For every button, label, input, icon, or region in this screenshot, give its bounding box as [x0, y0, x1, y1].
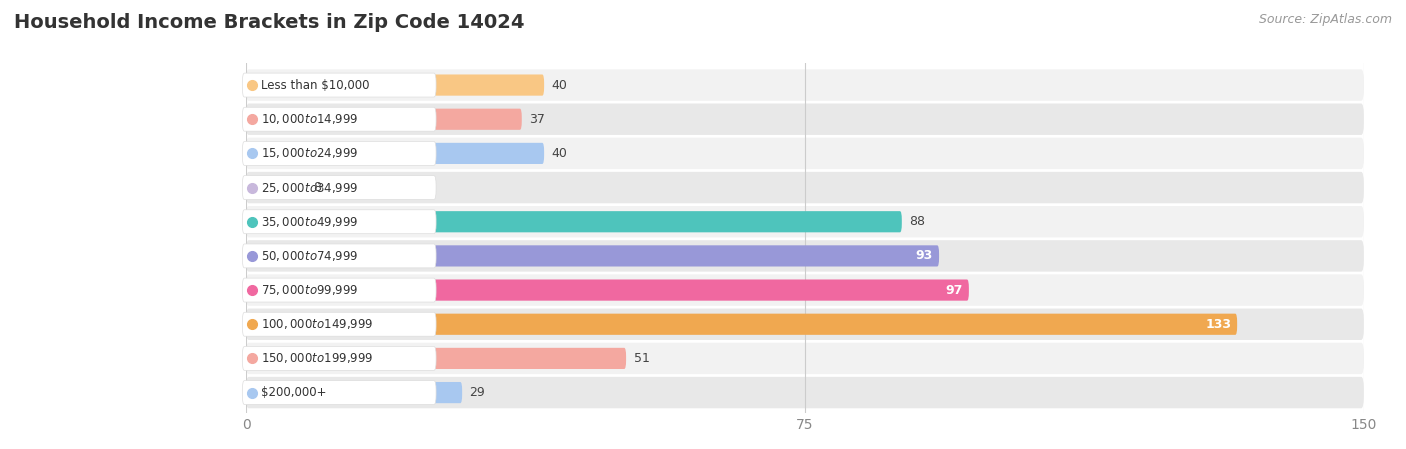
FancyBboxPatch shape: [246, 343, 1364, 374]
FancyBboxPatch shape: [246, 279, 969, 301]
FancyBboxPatch shape: [242, 107, 436, 131]
Text: Source: ZipAtlas.com: Source: ZipAtlas.com: [1258, 13, 1392, 26]
Text: 29: 29: [470, 386, 485, 399]
FancyBboxPatch shape: [246, 69, 1364, 101]
FancyBboxPatch shape: [246, 75, 544, 96]
Text: 40: 40: [551, 79, 568, 92]
Text: $15,000 to $24,999: $15,000 to $24,999: [262, 146, 359, 160]
Text: 37: 37: [529, 113, 546, 126]
FancyBboxPatch shape: [242, 210, 436, 233]
FancyBboxPatch shape: [246, 274, 1364, 306]
Text: 133: 133: [1205, 318, 1232, 331]
Text: $25,000 to $34,999: $25,000 to $34,999: [262, 180, 359, 194]
Text: $200,000+: $200,000+: [262, 386, 326, 399]
Text: Less than $10,000: Less than $10,000: [262, 79, 370, 92]
FancyBboxPatch shape: [246, 206, 1364, 238]
FancyBboxPatch shape: [246, 177, 305, 198]
FancyBboxPatch shape: [246, 138, 1364, 169]
Text: 51: 51: [634, 352, 650, 365]
FancyBboxPatch shape: [246, 143, 544, 164]
Text: 8: 8: [314, 181, 321, 194]
FancyBboxPatch shape: [246, 382, 463, 403]
FancyBboxPatch shape: [242, 347, 436, 370]
FancyBboxPatch shape: [242, 278, 436, 302]
FancyBboxPatch shape: [246, 245, 939, 267]
Text: Household Income Brackets in Zip Code 14024: Household Income Brackets in Zip Code 14…: [14, 13, 524, 32]
FancyBboxPatch shape: [242, 313, 436, 336]
Text: $150,000 to $199,999: $150,000 to $199,999: [262, 352, 374, 365]
Text: $50,000 to $74,999: $50,000 to $74,999: [262, 249, 359, 263]
FancyBboxPatch shape: [246, 314, 1237, 335]
FancyBboxPatch shape: [242, 244, 436, 268]
Text: $100,000 to $149,999: $100,000 to $149,999: [262, 317, 374, 331]
Text: $35,000 to $49,999: $35,000 to $49,999: [262, 215, 359, 229]
FancyBboxPatch shape: [246, 172, 1364, 203]
Text: 97: 97: [946, 284, 963, 297]
FancyBboxPatch shape: [242, 381, 436, 405]
Text: 40: 40: [551, 147, 568, 160]
FancyBboxPatch shape: [242, 176, 436, 199]
FancyBboxPatch shape: [246, 211, 901, 232]
FancyBboxPatch shape: [246, 104, 1364, 135]
Text: 88: 88: [910, 215, 925, 228]
FancyBboxPatch shape: [246, 109, 522, 130]
Text: 93: 93: [915, 249, 934, 262]
Text: $75,000 to $99,999: $75,000 to $99,999: [262, 283, 359, 297]
FancyBboxPatch shape: [246, 377, 1364, 408]
FancyBboxPatch shape: [246, 348, 626, 369]
FancyBboxPatch shape: [246, 308, 1364, 340]
FancyBboxPatch shape: [246, 240, 1364, 272]
FancyBboxPatch shape: [242, 141, 436, 165]
Text: $10,000 to $14,999: $10,000 to $14,999: [262, 112, 359, 126]
FancyBboxPatch shape: [242, 73, 436, 97]
